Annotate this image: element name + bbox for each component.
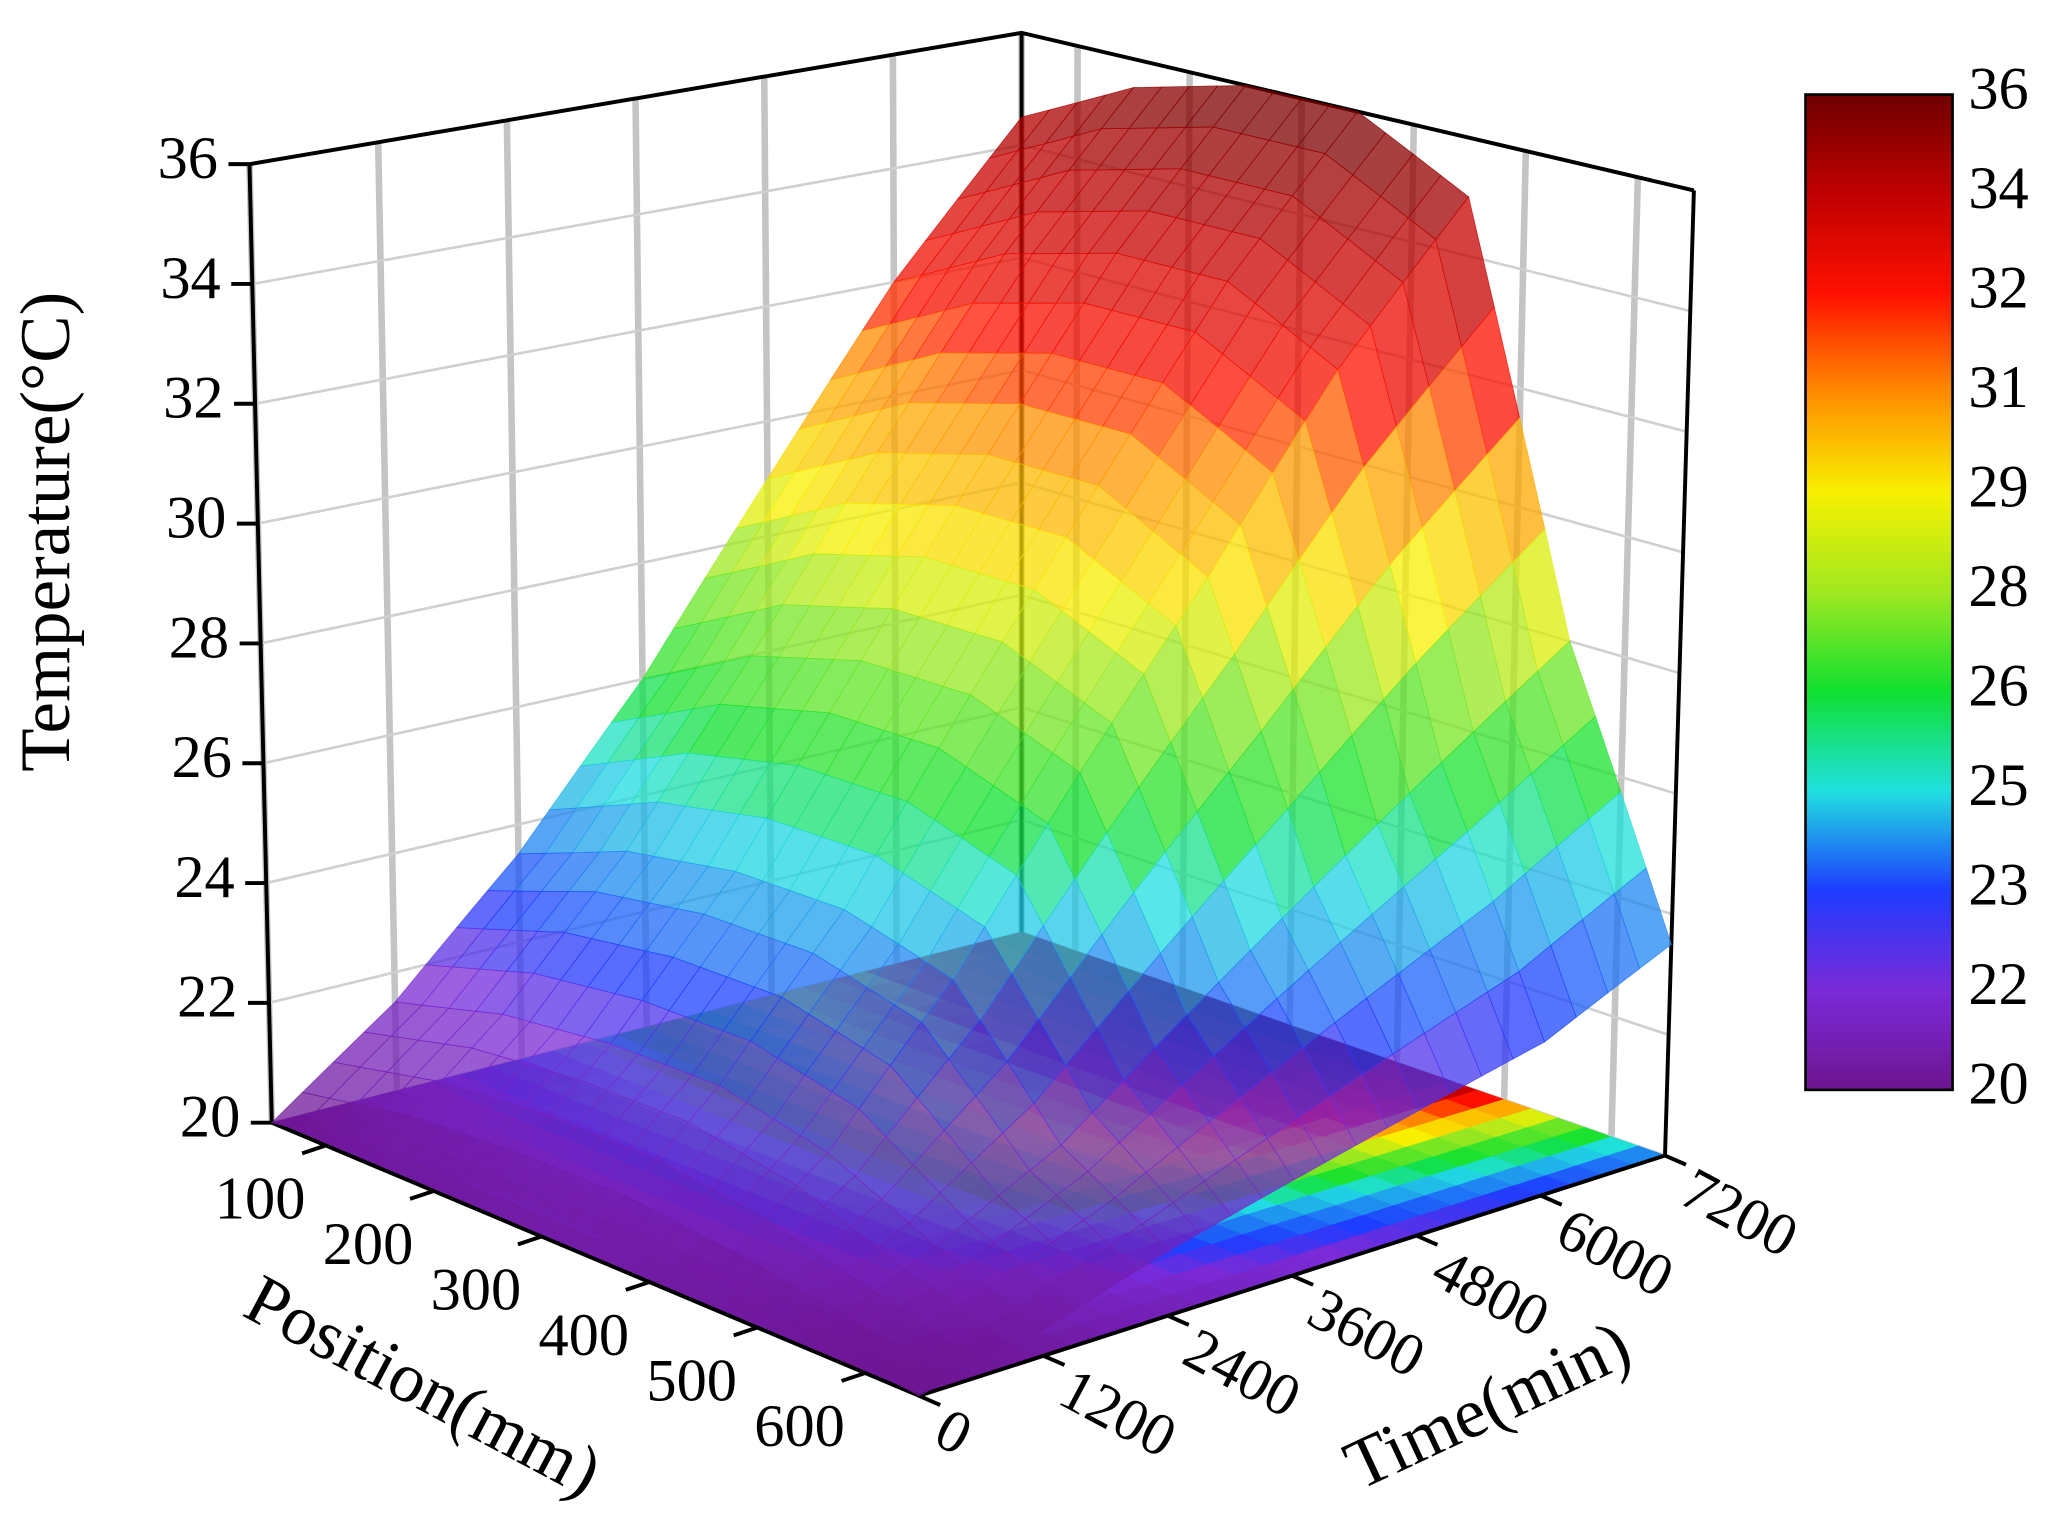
y-tick xyxy=(1415,1233,1439,1247)
z-tick-label: 34 xyxy=(160,245,220,312)
x-tick xyxy=(625,1280,651,1292)
x-tick-label: 400 xyxy=(538,1302,629,1369)
colorbar: 20 22 23 25 26 28 29 31 32 34 36 xyxy=(1804,55,2029,1118)
z-tick-label: 22 xyxy=(177,964,237,1031)
y-tick xyxy=(1664,1153,1687,1167)
colorbar-scale xyxy=(1804,93,1954,1092)
colorbar-label: 23 xyxy=(1968,852,2028,919)
colorbar-label: 29 xyxy=(1968,454,2028,521)
axis-line xyxy=(249,30,1695,193)
axis-line xyxy=(247,164,274,1123)
x-tick xyxy=(840,1371,866,1383)
x-tick xyxy=(733,1325,758,1338)
surface-cell xyxy=(891,1362,952,1397)
y-tick xyxy=(918,1394,941,1407)
x-tick xyxy=(409,1189,435,1201)
z-tick-label: 32 xyxy=(163,365,223,432)
axis-line xyxy=(1663,190,1696,1156)
z-tick-label: 26 xyxy=(172,724,232,791)
colorbar-label: 36 xyxy=(1968,55,2028,122)
x-tick-label: 300 xyxy=(431,1256,522,1323)
x-tick-label: 100 xyxy=(215,1165,306,1232)
colorbar-label: 22 xyxy=(1968,951,2028,1018)
colorbar-label: 34 xyxy=(1968,155,2028,222)
plot-area: Temperature(°C) Position(mm) Time(min) 2… xyxy=(7,30,2029,1512)
y-tick xyxy=(1166,1313,1190,1327)
y-tick xyxy=(1291,1273,1314,1287)
x-tick xyxy=(517,1234,543,1247)
z-tick-label: 36 xyxy=(158,125,218,192)
x-tick-label: 200 xyxy=(323,1211,414,1278)
x-tick-label: 500 xyxy=(646,1347,737,1414)
x-tick-label: 600 xyxy=(754,1393,845,1460)
colorbar-label: 20 xyxy=(1968,1051,2028,1118)
colorbar-label: 31 xyxy=(1968,354,2028,421)
z-axis-title: Temperature(°C) xyxy=(7,292,85,772)
y-tick xyxy=(1539,1193,1563,1207)
colorbar-label: 28 xyxy=(1968,553,2028,620)
z-tick-label: 20 xyxy=(180,1084,240,1151)
x-tick xyxy=(301,1143,327,1156)
colorbar-label: 32 xyxy=(1968,254,2028,321)
colorbar-label: 25 xyxy=(1968,752,2028,819)
z-tick-label: 30 xyxy=(166,484,226,551)
z-tick-label: 24 xyxy=(174,844,234,911)
z-tick-label: 28 xyxy=(169,604,229,671)
surface xyxy=(271,84,1672,1397)
y-tick xyxy=(1042,1353,1066,1367)
colorbar-label: 26 xyxy=(1968,653,2028,720)
